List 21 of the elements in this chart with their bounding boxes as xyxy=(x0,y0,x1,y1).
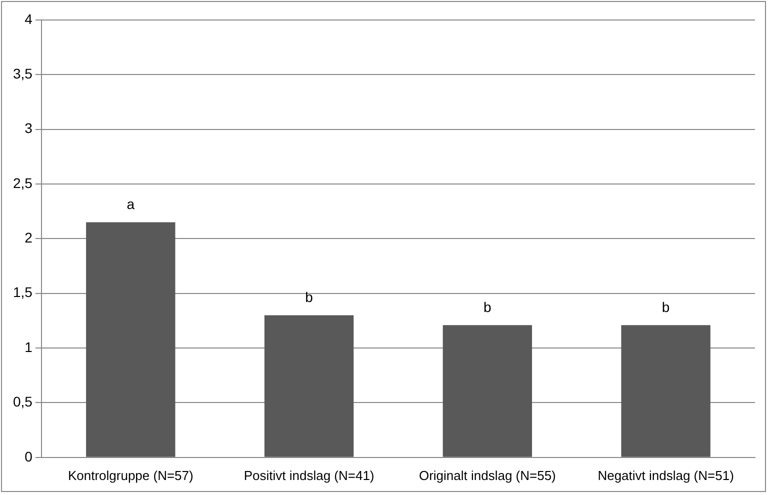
annotation: a xyxy=(126,196,135,212)
y-tick-label: 3 xyxy=(24,120,33,136)
x-tick-label: Kontrolgruppe (N=57) xyxy=(68,468,194,483)
x-tick-label: Negativt indslag (N=51) xyxy=(598,468,734,483)
bar xyxy=(621,325,710,457)
bar xyxy=(86,222,176,457)
y-tick-label: 2,5 xyxy=(12,174,33,191)
y-tick-label: 0,5 xyxy=(12,394,33,410)
y-tick-label: 3,5 xyxy=(12,66,33,82)
bar xyxy=(442,325,532,457)
bar xyxy=(264,315,354,457)
x-tick-label: Originalt indslag (N=55) xyxy=(418,468,556,483)
y-tick-label: 4 xyxy=(24,10,33,27)
annotation: b xyxy=(305,289,314,306)
y-tick-label: 0 xyxy=(24,448,33,464)
annotation: b xyxy=(484,298,492,315)
y-tick-label: 1 xyxy=(24,338,33,355)
y-tick-label: 2 xyxy=(24,230,33,246)
x-tick-label: Positivt indslag (N=41) xyxy=(244,468,374,483)
y-tick-label: 1,5 xyxy=(12,284,33,300)
annotation: b xyxy=(662,298,670,315)
